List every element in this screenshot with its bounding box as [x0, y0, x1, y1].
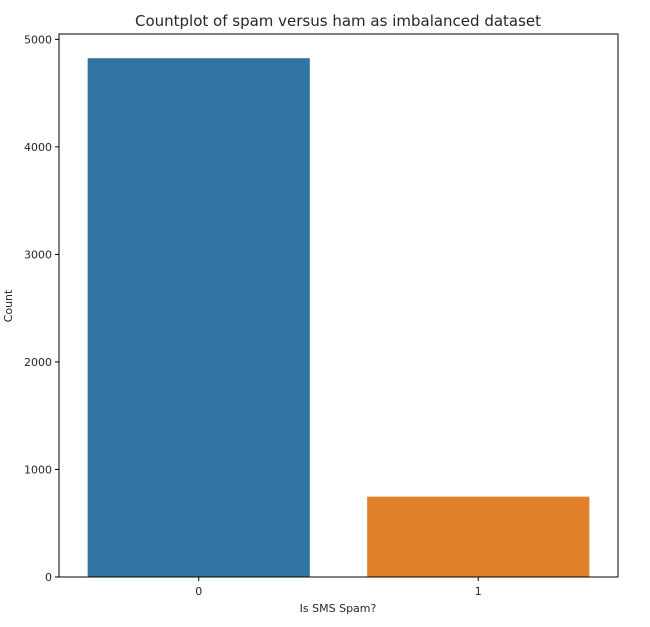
x-axis-label: Is SMS Spam? [300, 602, 377, 615]
y-axis: 0 1000 2000 3000 4000 5000 [24, 33, 59, 584]
bar-1 [367, 496, 590, 577]
y-tick-label: 4000 [24, 141, 52, 154]
y-tick-label: 3000 [24, 248, 52, 261]
bars [87, 58, 590, 578]
x-tick-label: 0 [195, 585, 202, 598]
y-tick-label: 2000 [24, 356, 52, 369]
plot-frame [58, 33, 619, 578]
chart-title: Countplot of spam versus ham as imbalanc… [135, 12, 541, 30]
y-tick-label: 1000 [24, 463, 52, 476]
y-tick-label: 0 [45, 571, 52, 584]
x-tick-label: 1 [475, 585, 482, 598]
bar-0 [87, 58, 310, 578]
y-tick-label: 5000 [24, 33, 52, 46]
y-axis-label: Count [2, 289, 15, 322]
